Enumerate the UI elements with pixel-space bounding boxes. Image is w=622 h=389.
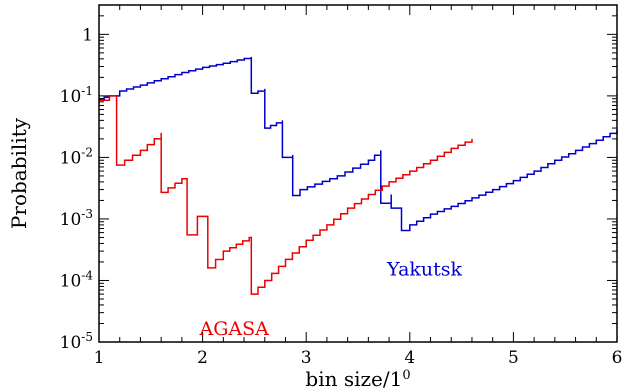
- y-tick-base: 10: [60, 271, 82, 291]
- x-axis-title-main: bin size/1: [305, 367, 402, 389]
- y-tick-label: 10-2: [60, 145, 93, 168]
- plot-frame: [98, 4, 618, 343]
- axes: [98, 4, 618, 343]
- x-axis-title: bin size/10: [305, 367, 410, 389]
- x-tick-label: 3: [301, 348, 312, 368]
- x-tick-label: 4: [404, 348, 415, 368]
- y-tick-base: 10: [60, 148, 82, 168]
- series-label-agasa: AGASA: [198, 318, 269, 340]
- x-axis-title-sup: 0: [402, 368, 410, 383]
- y-tick-label: 10-3: [60, 207, 93, 230]
- x-tick-label: 2: [197, 348, 208, 368]
- y-tick-exponent: -5: [81, 330, 93, 344]
- y-tick-base: 10: [60, 87, 82, 107]
- y-axis-title: Probability: [7, 117, 31, 229]
- plot-area: [99, 56, 618, 295]
- y-tick-base: 1: [82, 25, 93, 45]
- x-tick-label: 5: [508, 348, 519, 368]
- y-tick-base: 10: [60, 333, 82, 353]
- y-tick-exponent: -2: [81, 145, 93, 159]
- series-label-yakutsk: Yakutsk: [386, 259, 463, 281]
- series-line-yakutsk: [99, 56, 618, 232]
- y-tick-label: 10-4: [60, 268, 94, 291]
- x-tick-label: 1: [94, 348, 105, 368]
- y-tick-label: 10-5: [60, 330, 93, 353]
- y-tick-exponent: -3: [81, 207, 93, 221]
- y-tick-exponent: -4: [81, 268, 93, 282]
- y-tick-label: 1: [82, 25, 93, 45]
- y-tick-base: 10: [60, 210, 82, 230]
- series-line-agasa: [99, 95, 473, 295]
- y-tick-exponent: -1: [81, 84, 93, 98]
- y-tick-label: 10-1: [60, 84, 93, 107]
- x-tick-label: 6: [612, 348, 622, 368]
